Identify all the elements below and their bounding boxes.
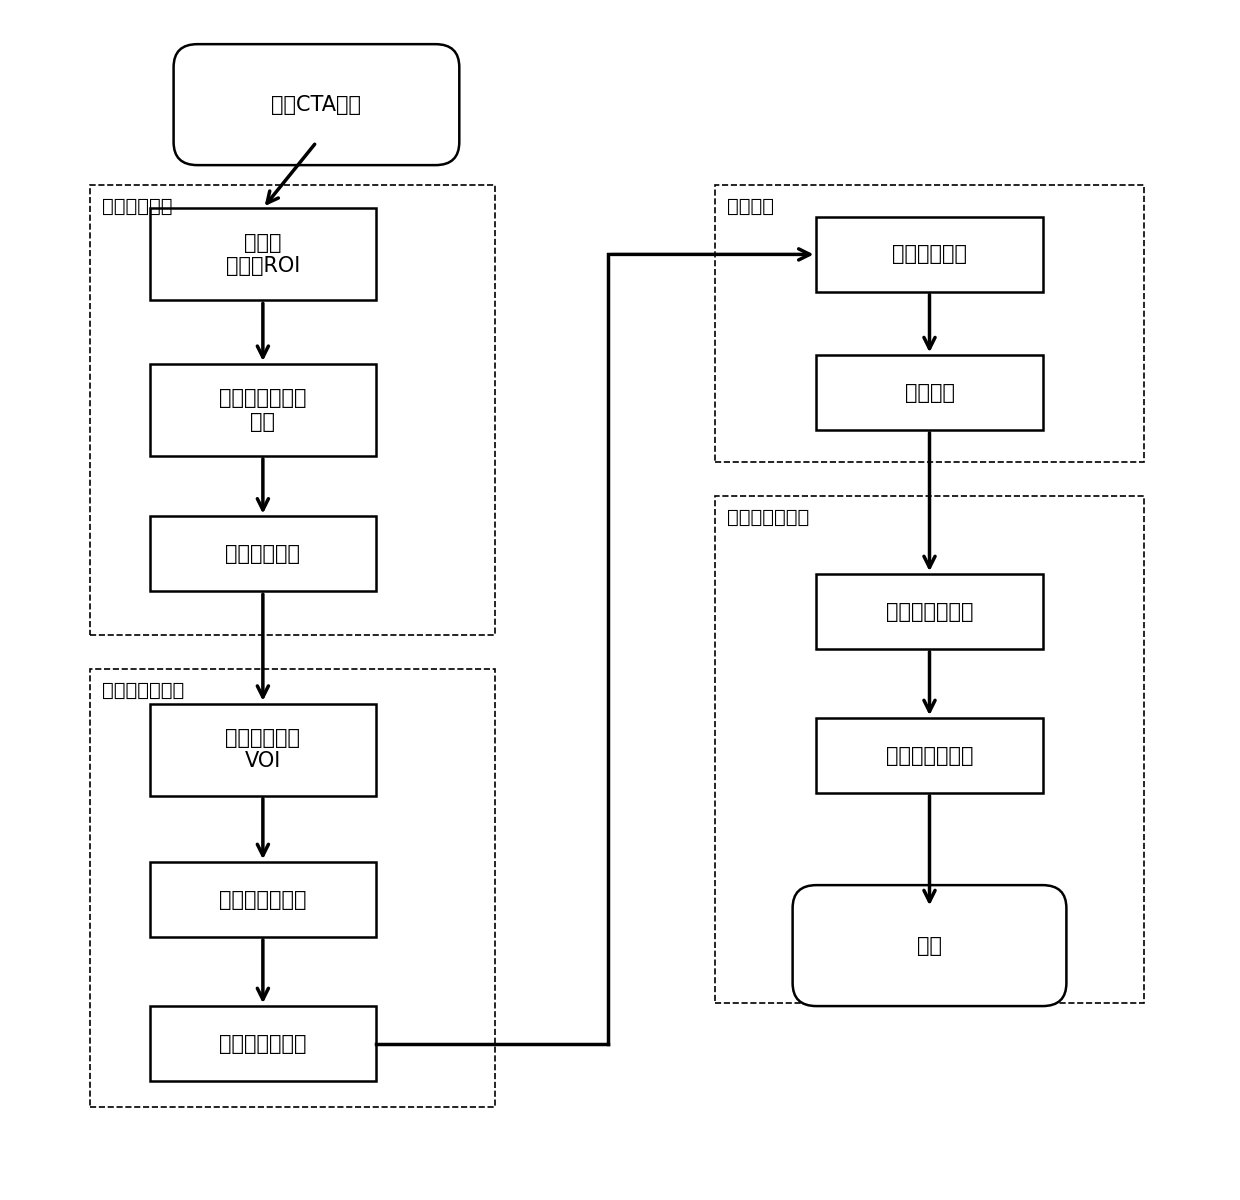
- Text: 提取冠脉中心线: 提取冠脉中心线: [885, 601, 973, 622]
- Text: 冠脉种子点搜索: 冠脉种子点搜索: [102, 680, 185, 700]
- Text: 分割升主动脉: 分割升主动脉: [102, 197, 172, 216]
- FancyBboxPatch shape: [816, 718, 1043, 793]
- Bar: [715, 185, 1143, 462]
- Text: 筛选冠脉种子点: 筛选冠脉种子点: [219, 1033, 306, 1054]
- Text: 转换中心线点集: 转换中心线点集: [885, 745, 973, 766]
- Text: 分割冠脉: 分割冠脉: [904, 383, 955, 403]
- Text: 切割左右冠脉
VOI: 切割左右冠脉 VOI: [226, 728, 300, 772]
- FancyBboxPatch shape: [150, 364, 376, 456]
- Text: 识别冠脉种子点: 识别冠脉种子点: [219, 889, 306, 910]
- Bar: [91, 670, 495, 1106]
- Text: 冠脉分割: 冠脉分割: [727, 197, 774, 216]
- Text: 计算分割阈值: 计算分割阈值: [892, 245, 967, 264]
- Text: 识别升
主动脉ROI: 识别升 主动脉ROI: [226, 233, 300, 276]
- Text: 查找升主动脉种
子点: 查找升主动脉种 子点: [219, 389, 306, 432]
- FancyBboxPatch shape: [150, 862, 376, 937]
- FancyBboxPatch shape: [816, 574, 1043, 649]
- FancyBboxPatch shape: [150, 703, 376, 796]
- Text: 冠脉中心点提取: 冠脉中心点提取: [727, 508, 810, 527]
- FancyBboxPatch shape: [150, 1006, 376, 1081]
- Text: 分割升主动脉: 分割升主动脉: [226, 544, 300, 564]
- FancyBboxPatch shape: [150, 516, 376, 592]
- Bar: [715, 497, 1143, 1003]
- Text: 心脌CTA数据: 心脌CTA数据: [272, 95, 361, 115]
- FancyBboxPatch shape: [792, 886, 1066, 1006]
- Text: 输出: 输出: [918, 936, 942, 955]
- Bar: [91, 185, 495, 635]
- FancyBboxPatch shape: [174, 44, 459, 166]
- FancyBboxPatch shape: [816, 217, 1043, 292]
- FancyBboxPatch shape: [150, 209, 376, 300]
- FancyBboxPatch shape: [816, 355, 1043, 430]
